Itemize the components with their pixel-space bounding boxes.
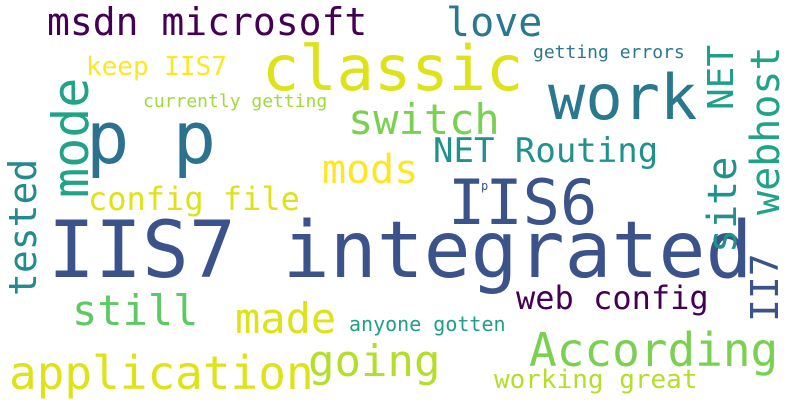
word-still: still [72,286,199,335]
word-going: going [308,336,441,387]
word-getting-errors: getting errors [533,42,685,63]
word-made: made [235,294,337,343]
word-tested: tested [1,158,45,296]
word-love: love [446,0,543,46]
word-site: site [700,156,746,253]
word-iis6: IIS6 [448,166,598,239]
word-net-routing: NET Routing [433,131,659,171]
word-keep-iis7: keep IIS7 [86,52,227,82]
word-p-p: p p [86,96,217,180]
word-anyone-gotten: anyone gotten [349,312,506,336]
word-according: According [529,323,779,377]
word-webhost: webhost [743,46,789,215]
word-switch: switch [348,95,500,144]
word-application: application [9,346,314,400]
word-mods: mods [322,147,419,193]
word-currently-getting: currently getting [143,91,328,112]
word-ii7: II7 [743,253,787,322]
word-classic: classic [262,32,524,105]
word-web-config: web config [516,279,709,317]
word-config-file: config file [88,180,300,218]
word-net-vertical: NET [701,44,742,110]
word-iis7-integrated: IIS7 integrated [48,206,753,296]
word-msdn-microsoft: msdn microsoft [47,0,368,44]
word-p-small: p [481,179,489,193]
word-working-great: working great [494,365,698,395]
word-work: work [548,61,698,134]
